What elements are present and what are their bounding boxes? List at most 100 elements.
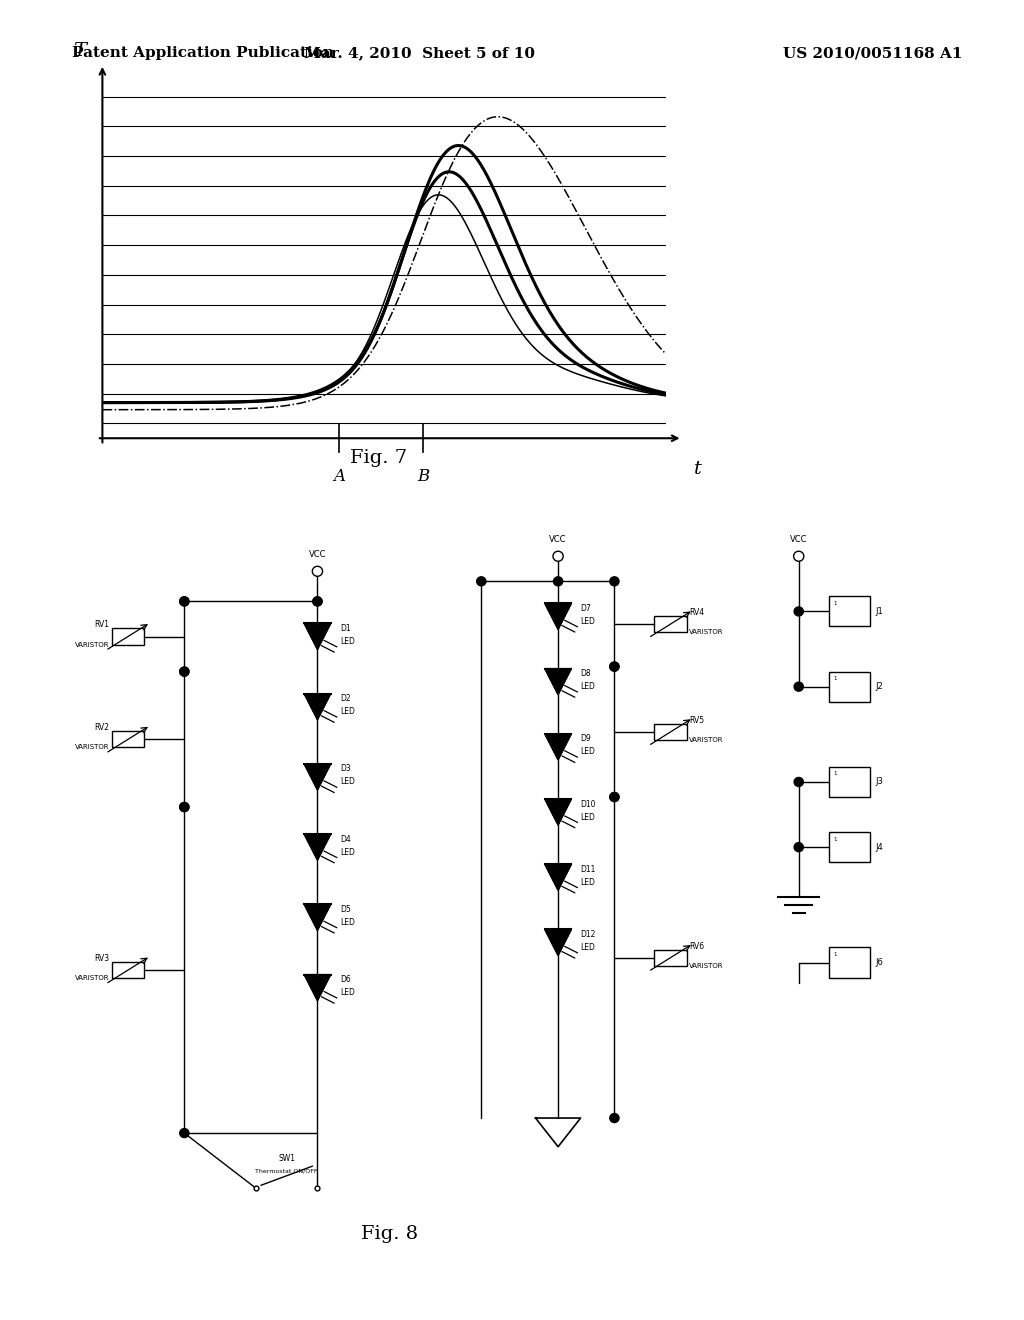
Circle shape [609,1114,618,1122]
Circle shape [180,667,188,676]
Text: Fig. 8: Fig. 8 [360,1225,418,1243]
Circle shape [180,667,188,676]
Text: D10: D10 [581,800,596,809]
Text: VARISTOR: VARISTOR [689,962,724,969]
Circle shape [609,792,618,801]
Polygon shape [304,694,331,719]
Text: RV3: RV3 [94,954,110,964]
Text: VCC: VCC [549,535,567,544]
Polygon shape [304,974,331,1001]
Text: RV2: RV2 [94,723,110,733]
Text: US 2010/0051168 A1: US 2010/0051168 A1 [783,46,963,61]
Text: LED: LED [340,777,355,787]
Text: LED: LED [340,917,355,927]
Text: T: T [74,42,86,61]
Bar [829,832,870,862]
Text: LED: LED [581,878,596,887]
Text: J4: J4 [876,842,884,851]
Circle shape [180,1129,188,1138]
Circle shape [477,577,486,586]
Text: RV6: RV6 [689,941,705,950]
Polygon shape [545,799,571,825]
Circle shape [795,607,803,616]
Text: VCC: VCC [790,535,808,544]
Text: Mar. 4, 2010  Sheet 5 of 10: Mar. 4, 2010 Sheet 5 of 10 [304,46,536,61]
Text: VARISTOR: VARISTOR [689,737,724,743]
Circle shape [313,597,322,606]
Text: LED: LED [581,682,596,692]
Text: RV5: RV5 [689,715,705,725]
Text: D2: D2 [340,694,350,704]
Circle shape [795,842,803,851]
Bar [654,949,687,965]
Text: 1: 1 [834,952,837,957]
Circle shape [795,777,803,787]
Circle shape [180,803,188,812]
Text: LED: LED [581,616,596,626]
Circle shape [609,577,618,586]
Text: Thermostat ON/OFF: Thermostat ON/OFF [255,1168,318,1173]
Text: D6: D6 [340,975,350,985]
Text: RV4: RV4 [689,609,705,616]
Circle shape [795,682,803,692]
Bar [829,767,870,797]
Text: VARISTOR: VARISTOR [75,744,110,750]
Text: Patent Application Publication: Patent Application Publication [72,46,334,61]
Bar [829,948,870,978]
Circle shape [180,597,188,606]
Text: LED: LED [581,747,596,756]
Text: D3: D3 [340,764,350,774]
Polygon shape [545,929,571,956]
Circle shape [609,663,618,671]
Circle shape [180,597,188,606]
Text: LED: LED [340,989,355,997]
Circle shape [313,597,322,606]
Text: J1: J1 [876,607,884,616]
Text: Fig. 7: Fig. 7 [350,449,408,467]
Text: 1: 1 [834,771,837,776]
Text: D1: D1 [340,624,350,634]
Circle shape [609,792,618,801]
Text: D7: D7 [581,605,591,612]
Bar [829,672,870,702]
Text: D9: D9 [581,734,591,743]
Text: D12: D12 [581,931,596,939]
Text: t: t [694,459,701,478]
Text: J6: J6 [876,958,884,968]
Polygon shape [545,603,571,630]
Polygon shape [304,623,331,649]
Polygon shape [304,904,331,931]
Text: LED: LED [340,708,355,717]
Text: 1: 1 [834,601,837,606]
Polygon shape [545,865,571,890]
Text: VARISTOR: VARISTOR [689,630,724,635]
Text: 1: 1 [834,837,837,842]
Text: J2: J2 [876,682,884,692]
Text: LED: LED [340,638,355,645]
Text: D8: D8 [581,669,591,678]
Bar [829,597,870,627]
Text: LED: LED [581,813,596,821]
Text: A: A [333,469,345,484]
Text: RV1: RV1 [94,620,110,630]
Text: B: B [418,469,429,484]
Circle shape [609,663,618,671]
Bar [654,723,687,739]
Text: 1: 1 [834,676,837,681]
Bar [112,628,144,644]
Text: D5: D5 [340,906,350,913]
Text: VARISTOR: VARISTOR [75,975,110,981]
Text: D4: D4 [340,834,350,843]
Text: SW1: SW1 [279,1154,295,1163]
Text: VCC: VCC [308,550,327,560]
Circle shape [554,577,563,586]
Polygon shape [545,669,571,694]
Text: J3: J3 [876,777,884,787]
Bar [654,616,687,632]
Text: LED: LED [340,847,355,857]
Bar [112,962,144,978]
Bar [112,731,144,747]
Circle shape [180,803,188,812]
Polygon shape [304,834,331,861]
Text: VARISTOR: VARISTOR [75,642,110,648]
